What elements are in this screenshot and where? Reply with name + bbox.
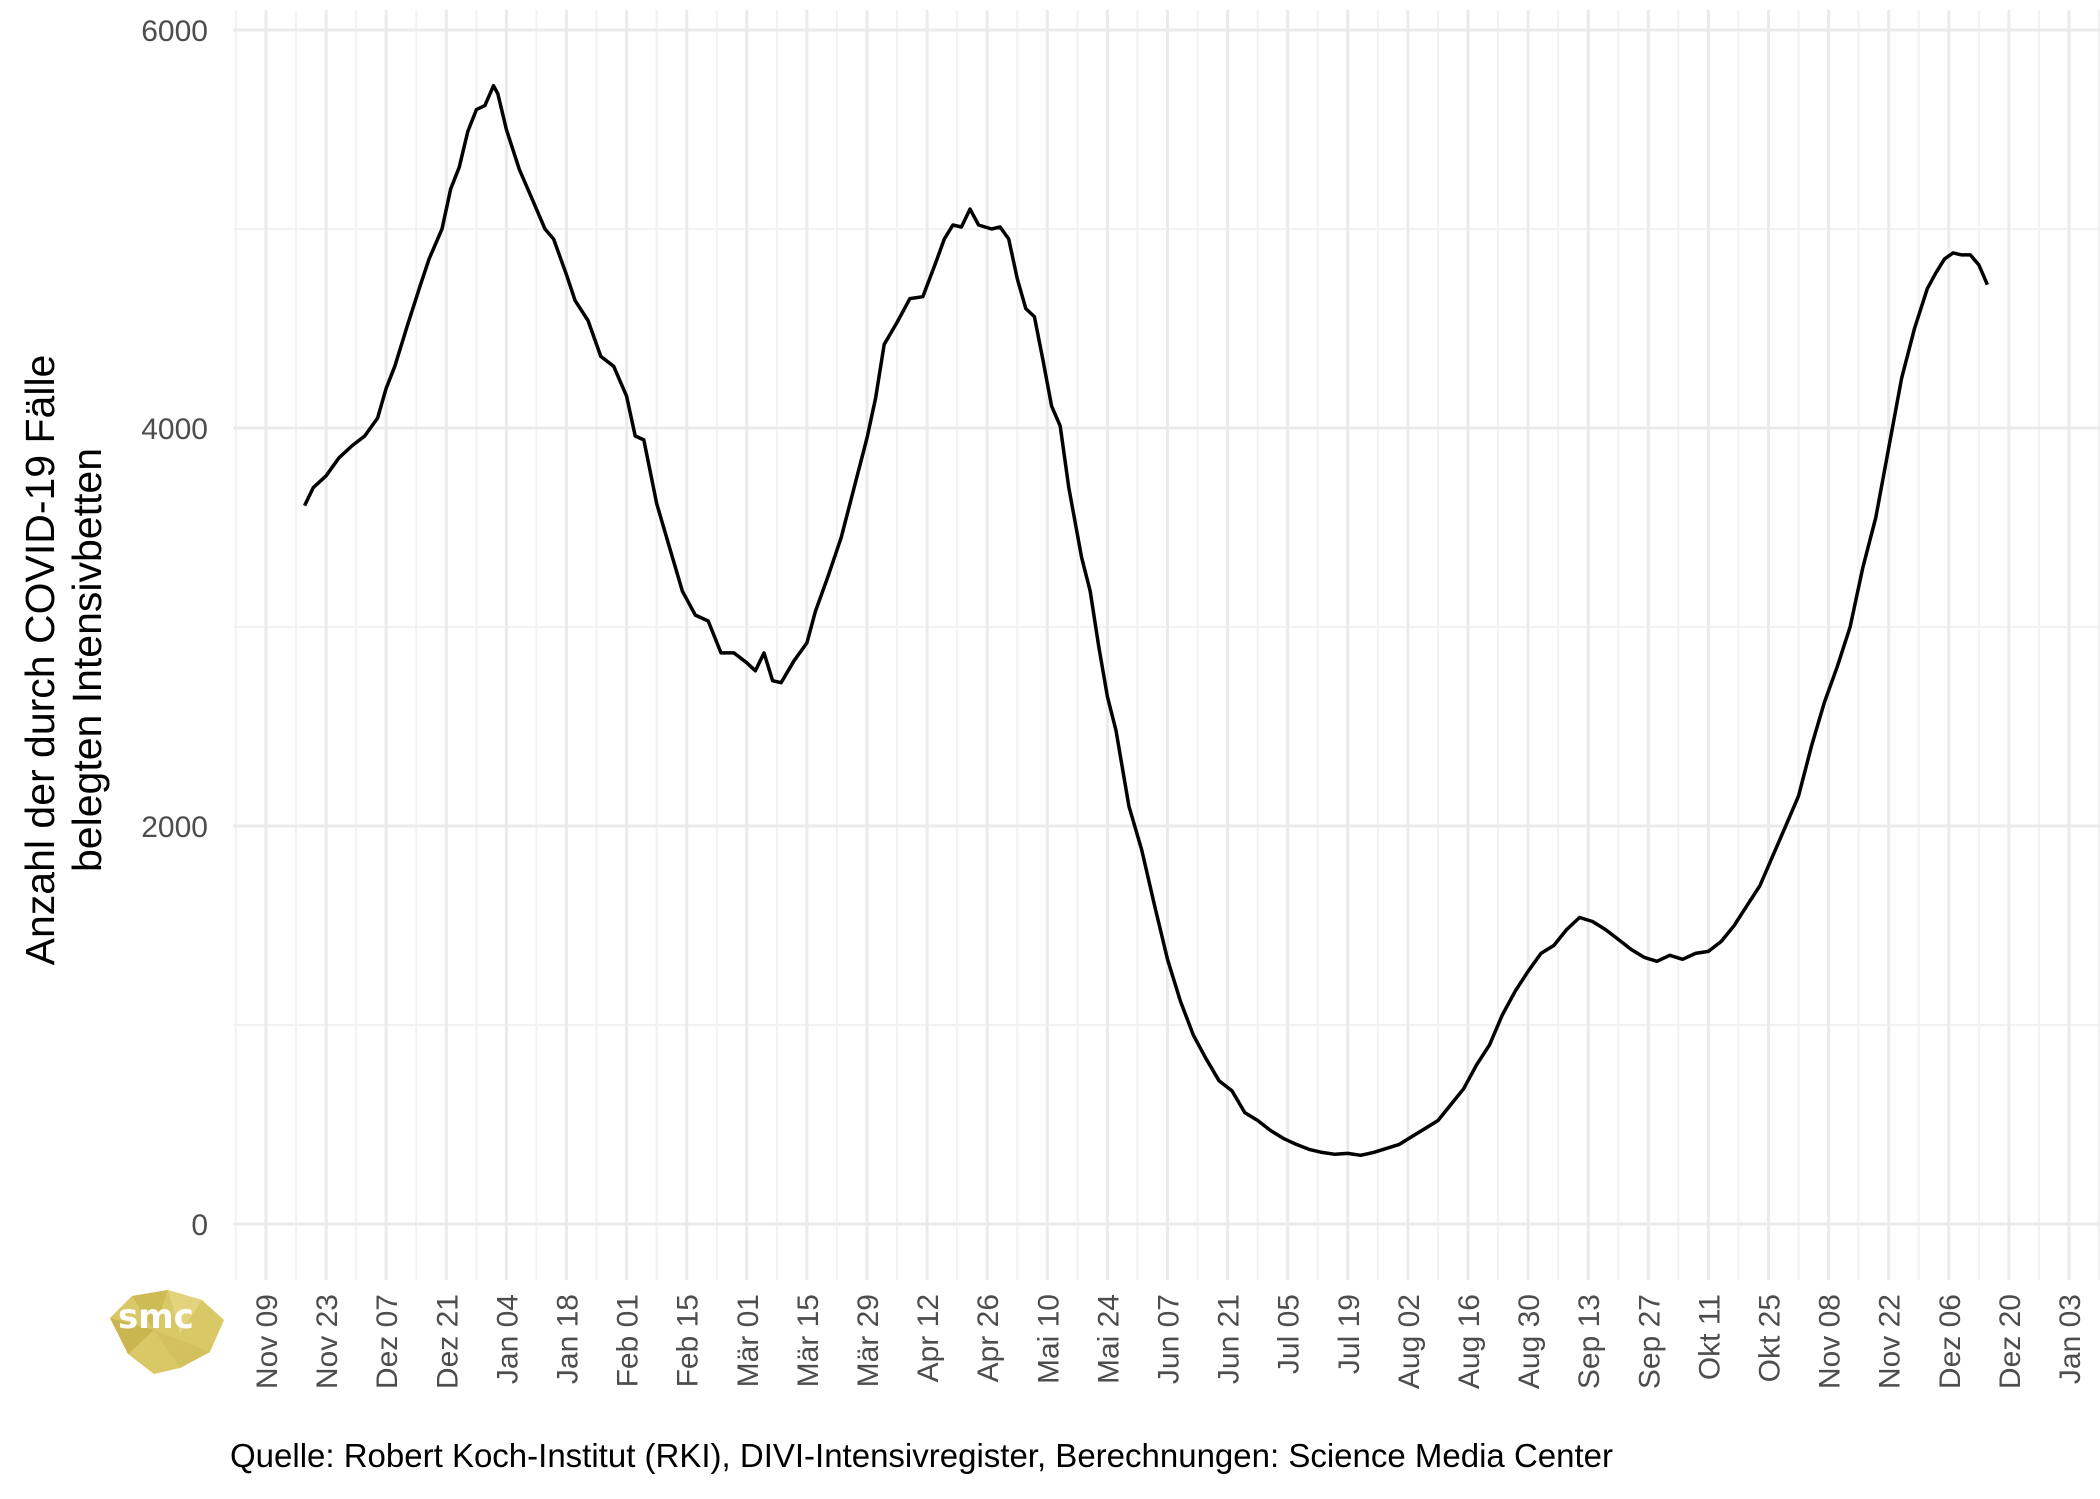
- x-tick-label: Aug 16: [1453, 1294, 1486, 1389]
- x-tick-label: Aug 02: [1393, 1294, 1426, 1389]
- x-tick-label: Mär 01: [732, 1294, 765, 1387]
- x-tick-label: Nov 08: [1814, 1294, 1847, 1389]
- y-tick-label: 4000: [141, 413, 208, 446]
- y-axis-title-line-1: Anzahl der durch COVID-19 Fälle: [17, 355, 63, 966]
- x-tick-label: Sep 13: [1573, 1294, 1606, 1389]
- x-tick-label: Nov 22: [1874, 1294, 1907, 1389]
- x-tick-label: Nov 23: [311, 1294, 344, 1389]
- x-tick-label: Sep 27: [1633, 1294, 1666, 1389]
- minor-x-gridlines: [234, 10, 2100, 1280]
- y-tick-label: 6000: [141, 15, 208, 48]
- x-tick-label: Mär 29: [852, 1294, 885, 1387]
- x-tick-label: Jun 21: [1213, 1294, 1246, 1384]
- series-line: [303, 83, 1990, 1158]
- x-tick-label: Jan 03: [2054, 1294, 2087, 1384]
- x-tick-label: Okt 11: [1693, 1294, 1726, 1380]
- x-tick-label: Dez 20: [1994, 1294, 2027, 1389]
- x-tick-label: Jul 05: [1273, 1294, 1306, 1374]
- y-axis-tick-labels: 0 2000 4000 6000: [141, 15, 208, 1242]
- x-tick-label: Feb 15: [672, 1294, 705, 1387]
- svg-text:smc: smc: [118, 1297, 194, 1337]
- x-tick-label: Jul 19: [1333, 1294, 1366, 1374]
- x-tick-label: Jan 18: [552, 1294, 585, 1384]
- x-tick-label: Dez 06: [1934, 1294, 1967, 1389]
- x-tick-label: Aug 30: [1513, 1294, 1546, 1389]
- smc-logo: smc: [110, 1290, 224, 1374]
- source-caption: Quelle: Robert Koch-Institut (RKI), DIVI…: [230, 1437, 1613, 1474]
- x-tick-label: Mär 15: [792, 1294, 825, 1387]
- x-tick-label: Jun 07: [1153, 1294, 1186, 1384]
- x-axis-tick-labels: Nov 09 Nov 23 Dez 07 Dez 21 Jan 04 Jan 18 Feb …: [251, 1294, 2087, 1389]
- x-tick-label: Okt 25: [1754, 1294, 1787, 1382]
- x-tick-label: Jan 04: [491, 1294, 524, 1384]
- x-tick-label: Nov 09: [251, 1294, 284, 1389]
- y-tick-label: 0: [191, 1209, 208, 1242]
- x-tick-label: Mai 10: [1032, 1294, 1065, 1384]
- x-tick-label: Apr 26: [972, 1294, 1005, 1382]
- major-x-gridlines: [264, 10, 2071, 1280]
- x-tick-label: Dez 07: [371, 1294, 404, 1389]
- x-tick-label: Dez 21: [431, 1294, 464, 1389]
- x-tick-label: Feb 01: [612, 1294, 645, 1387]
- y-axis-title: Anzahl der durch COVID-19 Fälle belegten…: [17, 355, 110, 966]
- x-tick-label: Apr 12: [912, 1294, 945, 1382]
- x-tick-label: Mai 24: [1092, 1294, 1125, 1384]
- y-axis-title-line-2: belegten Intensivbetten: [64, 448, 110, 872]
- y-tick-label: 2000: [141, 811, 208, 844]
